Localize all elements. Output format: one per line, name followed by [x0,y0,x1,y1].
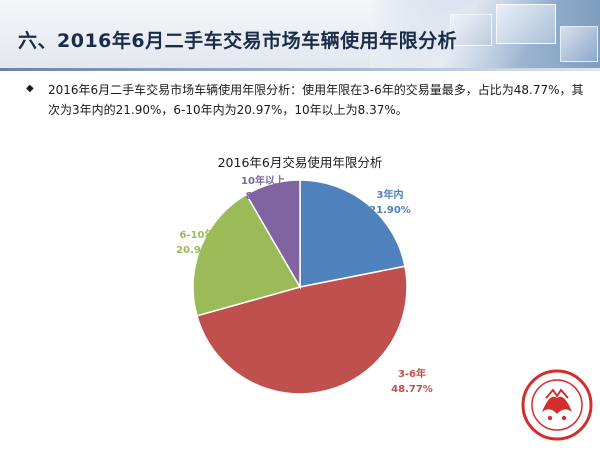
association-seal-logo [521,369,593,441]
summary-text: 2016年6月二手车交易市场车辆使用年限分析：使用年限在3-6年的交易量最多，占… [48,83,584,117]
slice-label: 3年内 [377,188,404,201]
pie-slice [299,179,406,288]
slice-value-label: 48.77% [391,384,433,395]
header-decoration [370,0,600,68]
chart-title: 2016年6月交易使用年限分析 [217,155,383,170]
slide-title: 六、2016年6月二手车交易市场车辆使用年限分析 [18,30,458,52]
slide-header: 六、2016年6月二手车交易市场车辆使用年限分析 [0,0,600,68]
slice-label: 10年以上 [241,174,285,187]
slice-value-label: 20.97% [176,245,218,256]
slice-value-label: 21.90% [369,205,411,216]
pie-slice [196,265,408,395]
decor-cube [496,4,556,44]
slice-label: 6-10年 [179,228,214,241]
pie-slice [245,179,301,290]
decor-cube [450,14,492,46]
slice-label: 3-6年 [398,367,426,380]
diamond-bullet-icon: ◆ [26,83,34,94]
pie-slice [192,193,302,317]
title-underline [0,68,600,71]
decor-cube [560,26,598,62]
slice-value-label: 8.37% [246,191,281,202]
